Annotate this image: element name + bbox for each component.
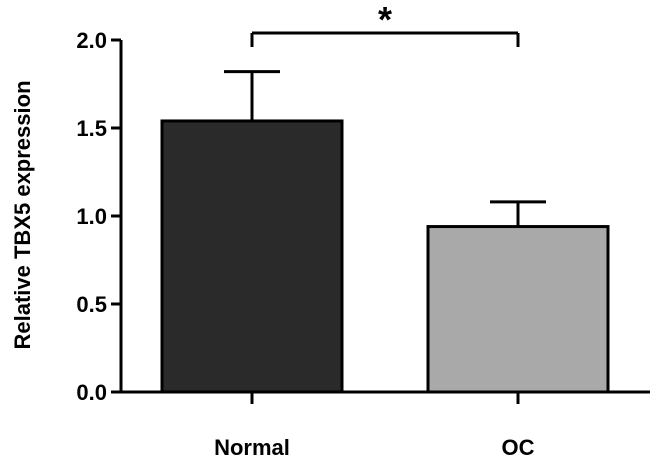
bars: [160, 70, 610, 394]
y-tick-label: 0.5: [76, 292, 107, 317]
y-axis-label: Relative TBX5 expression: [10, 80, 35, 349]
significance-label: *: [378, 0, 392, 40]
x-tick-label: OC: [502, 435, 535, 460]
y-tick-label: 0.0: [76, 380, 107, 405]
bar-oc: [426, 225, 610, 394]
bar-normal: [160, 119, 344, 394]
significance-bracket: *: [250, 0, 520, 47]
x-tick-label: Normal: [214, 435, 290, 460]
y-tick-label: 1.0: [76, 204, 107, 229]
y-tick-label: 1.5: [76, 116, 107, 141]
y-tick-label: 2.0: [76, 28, 107, 53]
